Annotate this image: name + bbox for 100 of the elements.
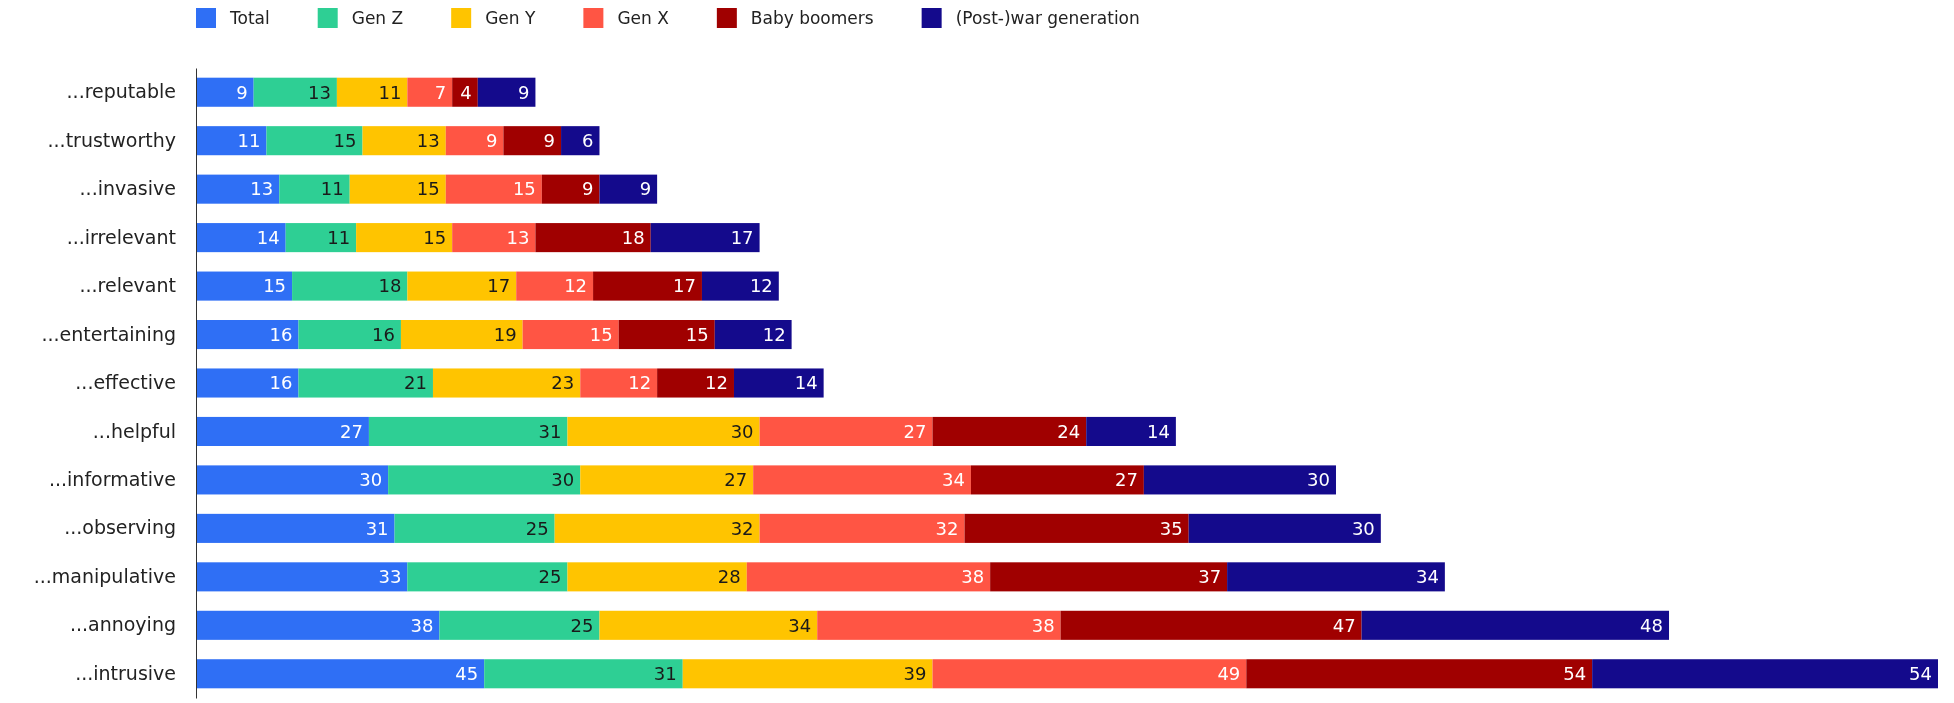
bar	[964, 513, 1189, 543]
y-tick-label: ...manipulative	[33, 564, 176, 587]
bar	[298, 320, 401, 350]
data-label: 13	[250, 178, 274, 200]
bar	[714, 320, 792, 350]
legend-label: Total	[229, 7, 270, 28]
data-label: 12	[749, 275, 773, 297]
data-label: 30	[551, 469, 575, 491]
bar	[516, 271, 594, 301]
data-label: 25	[570, 614, 594, 636]
data-label: 12	[564, 275, 588, 297]
data-label: 37	[1198, 566, 1222, 588]
data-label: 30	[730, 420, 754, 442]
bar	[362, 126, 446, 156]
data-label: 12	[628, 372, 652, 394]
data-label: 13	[307, 81, 331, 103]
bar	[196, 659, 485, 689]
bar	[279, 174, 350, 204]
bar	[733, 368, 824, 398]
bar	[196, 271, 293, 301]
data-label: 30	[359, 469, 383, 491]
bar	[292, 271, 408, 301]
data-label: 4	[460, 81, 472, 103]
data-label: 39	[903, 663, 927, 685]
data-label: 31	[538, 420, 562, 442]
bar	[196, 126, 267, 156]
legend-label: (Post-)war generation	[955, 7, 1140, 28]
y-tick-label: ...irrelevant	[66, 225, 176, 248]
data-label: 27	[1114, 469, 1138, 491]
data-label: 45	[455, 663, 479, 685]
bar	[759, 513, 965, 543]
bar	[388, 465, 581, 495]
data-label: 25	[525, 517, 549, 539]
data-label: 24	[1057, 420, 1081, 442]
bar	[407, 77, 453, 107]
bar	[400, 320, 523, 350]
data-label: 15	[685, 323, 709, 345]
bar	[746, 562, 991, 592]
data-label: 15	[263, 275, 287, 297]
bar	[196, 465, 389, 495]
data-label: 48	[1640, 614, 1664, 636]
data-label: 16	[269, 323, 293, 345]
y-tick-label: ...annoying	[69, 613, 176, 636]
bar	[580, 368, 658, 398]
data-label: 6	[582, 129, 594, 151]
bar	[407, 271, 517, 301]
legend-label: Gen Y	[485, 7, 536, 28]
data-label: 32	[935, 517, 959, 539]
data-label: 18	[621, 226, 645, 248]
data-label: 7	[434, 81, 447, 103]
bar	[650, 223, 760, 253]
bar	[1143, 465, 1336, 495]
bar	[1086, 416, 1176, 446]
bar	[484, 659, 683, 689]
bar	[1060, 610, 1362, 640]
data-label: 33	[378, 566, 402, 588]
data-label: 18	[378, 275, 402, 297]
bar	[503, 126, 562, 156]
data-label: 34	[1415, 566, 1439, 588]
bar	[336, 77, 408, 107]
data-label: 54	[1563, 663, 1587, 685]
bar	[356, 223, 453, 253]
bar	[477, 77, 536, 107]
bar	[196, 320, 299, 350]
data-label: 14	[1146, 420, 1170, 442]
data-label: 25	[538, 566, 562, 588]
data-label: 15	[589, 323, 613, 345]
bar	[593, 271, 702, 301]
data-label: 9	[639, 178, 652, 200]
bar	[599, 174, 658, 204]
bar	[1361, 610, 1670, 640]
bar	[817, 610, 1061, 640]
bar	[567, 562, 747, 592]
data-label: 15	[512, 178, 536, 200]
data-label: 11	[378, 81, 402, 103]
data-label: 11	[320, 178, 344, 200]
data-label: 17	[673, 275, 696, 297]
data-label: 9	[236, 81, 248, 103]
legend-label: Gen Z	[351, 7, 404, 28]
data-label: 47	[1332, 614, 1356, 636]
data-label: 13	[416, 129, 440, 151]
bar	[368, 416, 568, 446]
bar	[701, 271, 779, 301]
bar	[1592, 659, 1938, 689]
data-label: 16	[269, 372, 293, 394]
data-label: 15	[416, 178, 440, 200]
bar	[439, 610, 600, 640]
bar	[932, 659, 1247, 689]
bar	[394, 513, 555, 543]
bar	[196, 223, 286, 253]
bar	[599, 610, 818, 640]
bar	[932, 416, 1087, 446]
data-label: 21	[404, 372, 427, 394]
y-tick-label: ...entertaining	[41, 322, 176, 345]
bar	[196, 416, 369, 446]
data-label: 9	[543, 129, 556, 151]
bar	[682, 659, 933, 689]
bar	[196, 513, 395, 543]
y-tick-label: ...observing	[64, 516, 176, 539]
data-label: 14	[794, 372, 818, 394]
